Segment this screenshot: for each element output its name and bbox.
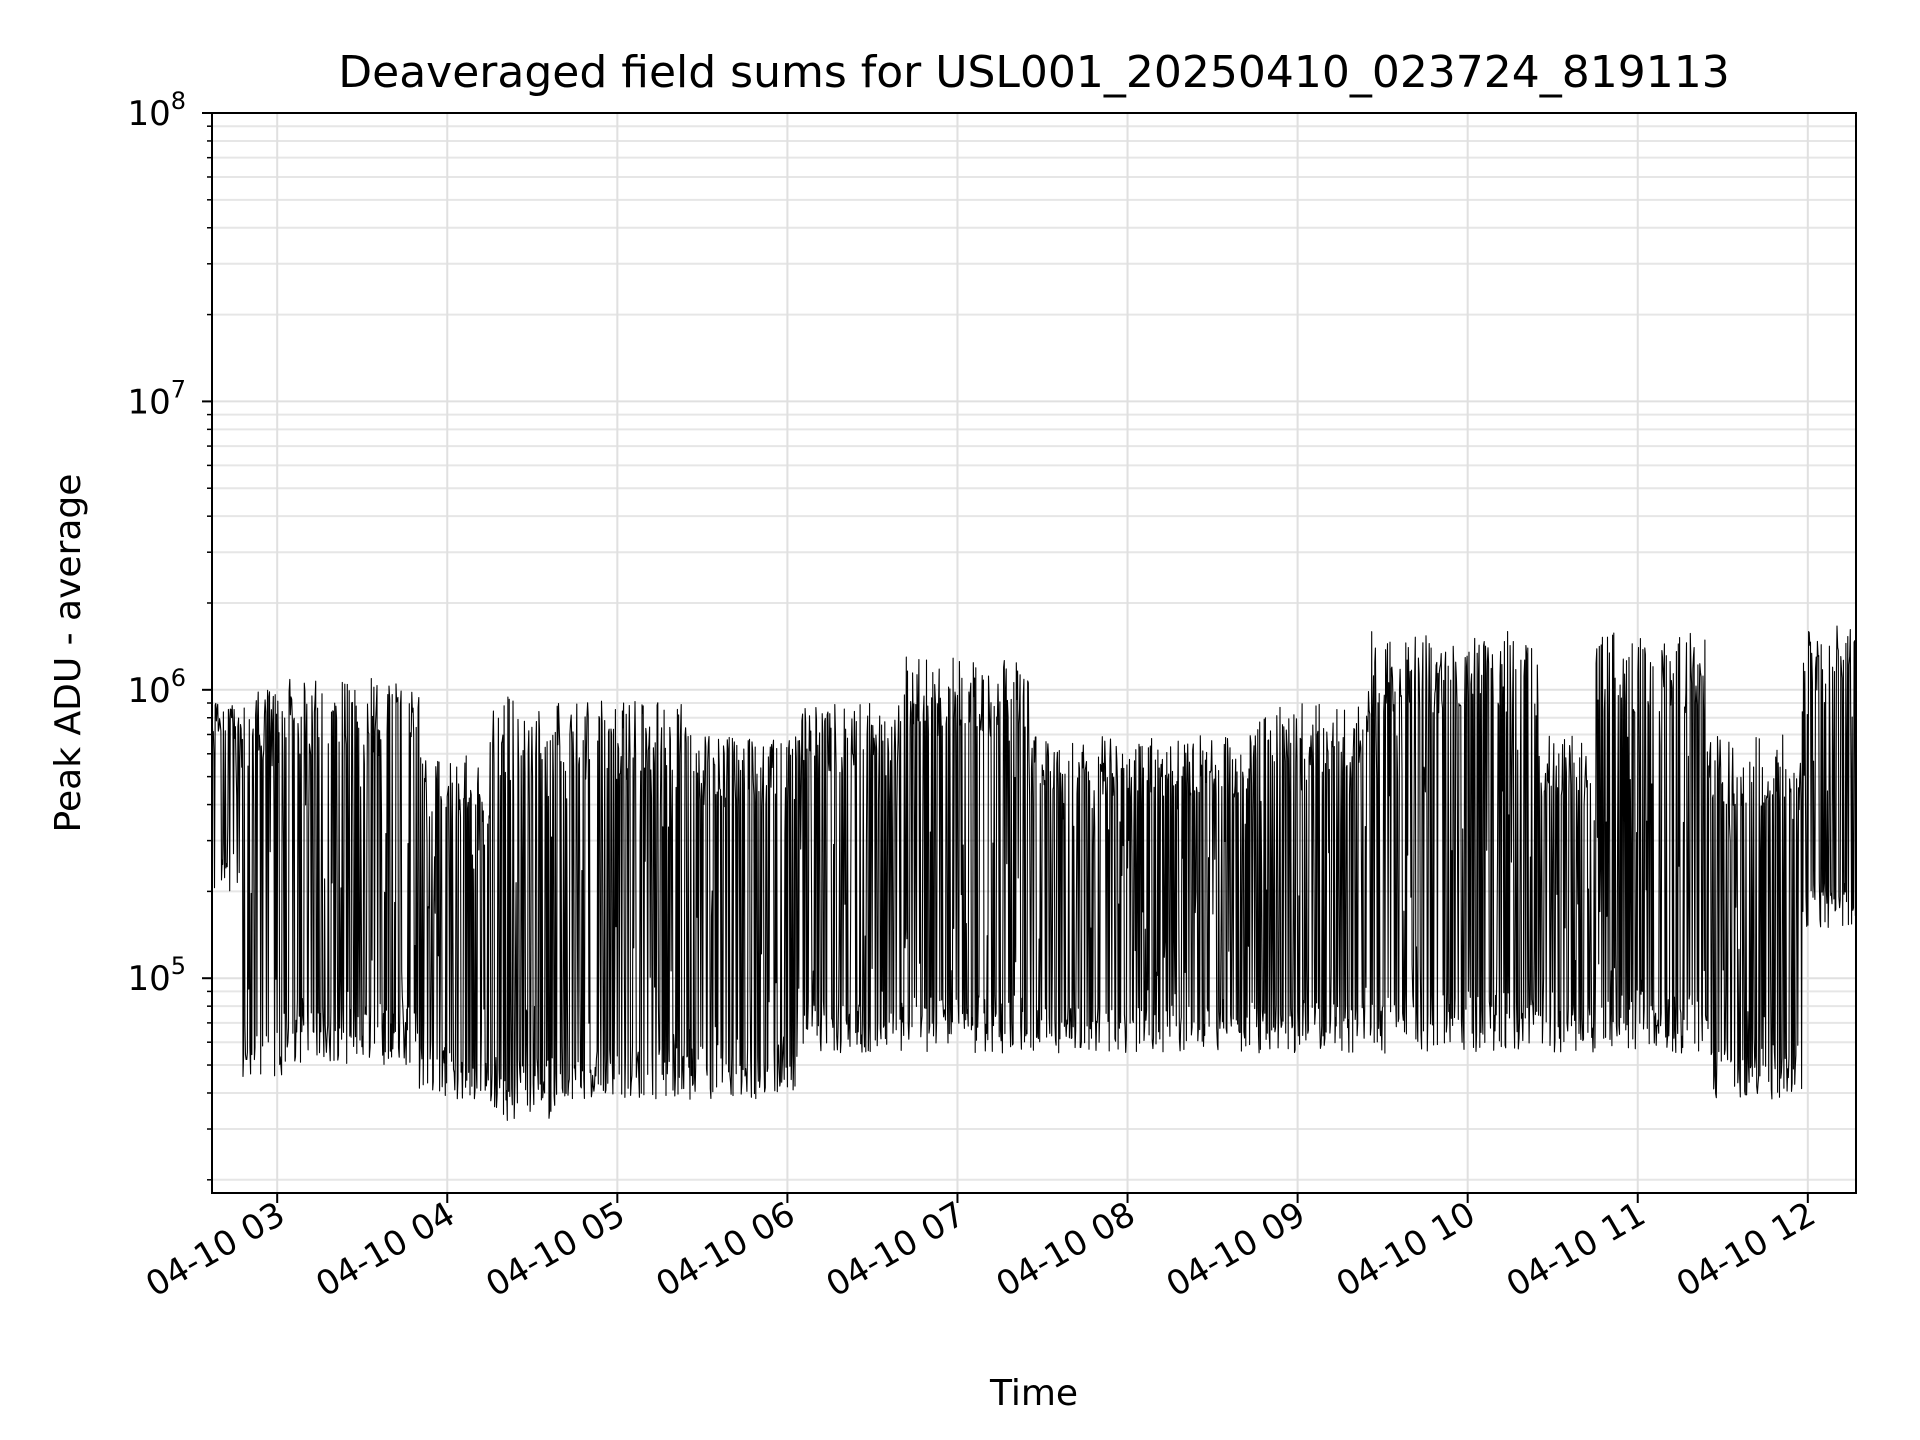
- y-tick-label: 105: [127, 952, 186, 999]
- x-axis-title: Time: [989, 1373, 1078, 1414]
- y-tick-label: 106: [127, 664, 186, 711]
- series-line: [211, 625, 1857, 1121]
- chart-title: Deaveraged field sums for USL001_2025041…: [338, 47, 1730, 98]
- y-tick-label: 108: [127, 87, 186, 134]
- data-series: [211, 625, 1857, 1121]
- plot-frame: [211, 112, 1857, 1194]
- y-tick-label: 107: [127, 375, 186, 422]
- y-axis-title: Peak ADU - average: [48, 474, 89, 833]
